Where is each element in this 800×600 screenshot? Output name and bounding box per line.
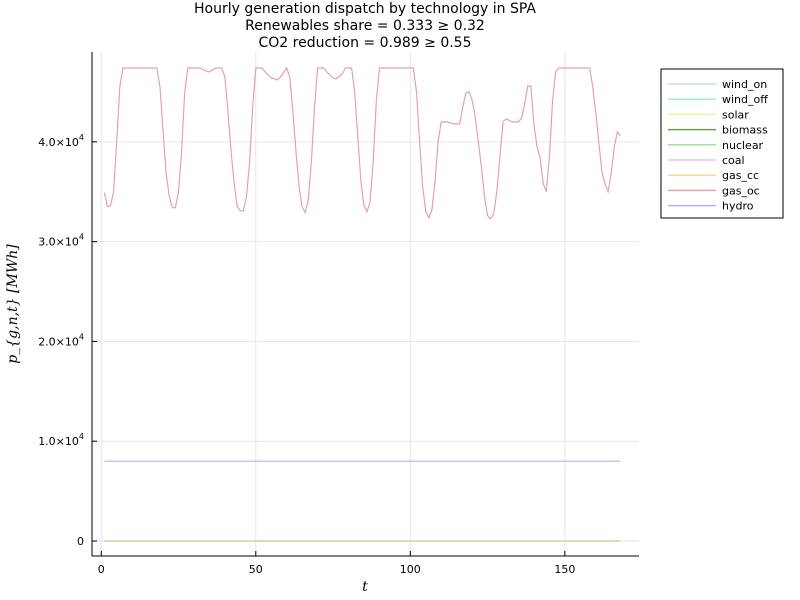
y-tick-label-base: 3.0×10 xyxy=(38,236,79,249)
y-tick-label-base: 1.0×10 xyxy=(38,435,79,448)
legend-label: wind_on xyxy=(722,78,767,91)
legend-label: gas_oc xyxy=(722,184,760,197)
chart-title-line-1: Hourly generation dispatch by technology… xyxy=(194,1,536,17)
y-tick-label: 3.0×104 xyxy=(38,233,84,249)
legend-label: coal xyxy=(722,154,745,167)
x-ticks: 0 50 100 150 xyxy=(98,551,575,576)
legend-label: nuclear xyxy=(722,139,764,152)
chart-title-line-2: Renewables share = 0.333 ≥ 0.32 xyxy=(245,18,485,34)
x-axis-label: t xyxy=(362,579,368,595)
grid xyxy=(92,52,639,556)
x-tick-label: 50 xyxy=(249,563,263,576)
y-tick-label-exponent: 4 xyxy=(79,133,84,142)
y-tick-label: 1.0×104 xyxy=(38,432,84,448)
y-axis-label: p_{g,n,t} [MWh] xyxy=(5,244,21,364)
legend-label: biomass xyxy=(722,124,768,137)
y-tick-label-exponent: 4 xyxy=(79,332,84,341)
legend-label: wind_off xyxy=(722,93,768,106)
x-tick-label: 100 xyxy=(400,563,421,576)
y-tick-label: 0 xyxy=(77,535,84,548)
chart-title-line-3: CO2 reduction = 0.989 ≥ 0.55 xyxy=(258,35,471,51)
y-tick-label-base: 2.0×10 xyxy=(38,335,79,348)
y-tick-label-exponent: 4 xyxy=(79,432,84,441)
legend-label: hydro xyxy=(722,200,754,213)
y-tick-label: 4.0×104 xyxy=(38,133,84,149)
x-tick-label: 150 xyxy=(554,563,575,576)
y-tick-label-base: 0 xyxy=(77,535,84,548)
axes xyxy=(91,52,639,557)
legend-box xyxy=(660,68,784,219)
y-tick-label-exponent: 4 xyxy=(79,233,84,242)
legend-label: solar xyxy=(722,108,749,121)
y-tick-label: 2.0×104 xyxy=(38,332,84,348)
x-tick-label: 0 xyxy=(98,563,105,576)
series-line-gas-oc xyxy=(103,66,621,220)
series-layer xyxy=(103,66,621,542)
y-tick-label-base: 4.0×10 xyxy=(38,136,79,149)
legend-label: gas_cc xyxy=(722,169,759,182)
